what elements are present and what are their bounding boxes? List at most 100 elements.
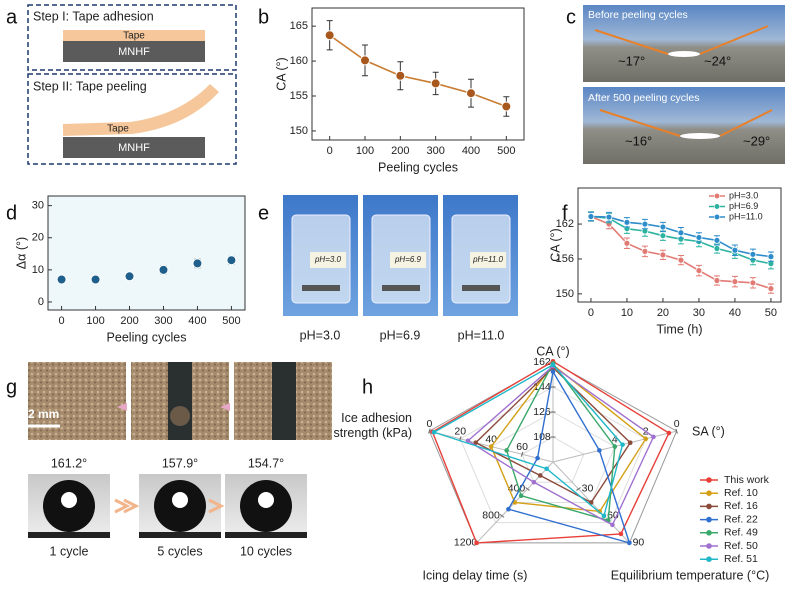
y-tick-label: 156 bbox=[556, 253, 574, 265]
substrate bbox=[63, 137, 205, 158]
radar-tick bbox=[525, 487, 530, 491]
photo-label: pH=6.9 bbox=[380, 328, 421, 342]
data-point bbox=[192, 258, 203, 269]
radar-tick-label: 1200 bbox=[454, 537, 478, 549]
data-point bbox=[713, 277, 721, 284]
sample bbox=[302, 285, 340, 291]
legend-label: Ref. 49 bbox=[724, 527, 758, 539]
x-tick-label: 400 bbox=[188, 315, 206, 327]
radar-ring bbox=[459, 386, 647, 524]
radar-tick-label: 144 bbox=[533, 381, 551, 393]
x-tick-label: 200 bbox=[120, 315, 138, 327]
beaker-tag-text: pH=6.9 bbox=[394, 255, 422, 264]
data-point bbox=[56, 274, 67, 285]
radar-point bbox=[531, 479, 537, 485]
beaker-tag bbox=[470, 252, 506, 268]
x-tick-label: 40 bbox=[729, 307, 741, 319]
arrow bbox=[208, 498, 225, 514]
legend-label: Ref. 16 bbox=[724, 500, 758, 512]
angle-label: ~24° bbox=[704, 53, 731, 68]
x-tick-label: 200 bbox=[391, 145, 409, 157]
photo-caption: Before peeling cycles bbox=[588, 9, 688, 21]
plot-area bbox=[311, 7, 525, 141]
radar-point bbox=[550, 369, 556, 375]
y-tick-label: 10 bbox=[32, 264, 44, 276]
data-point bbox=[659, 223, 667, 231]
legend-label: Ref. 50 bbox=[724, 540, 758, 552]
legend-marker bbox=[706, 516, 712, 523]
legend-marker bbox=[713, 203, 721, 210]
contact-angle: 157.9° bbox=[162, 456, 198, 470]
panel-label: h bbox=[362, 376, 373, 398]
tape bbox=[63, 84, 219, 136]
legend-marker bbox=[706, 543, 712, 549]
y-tick-label: 20 bbox=[32, 232, 44, 244]
x-tick-label: 300 bbox=[426, 145, 444, 157]
radar-point bbox=[618, 531, 624, 537]
data-point bbox=[623, 239, 631, 247]
legend-marker bbox=[706, 490, 712, 497]
tape-label: Tape bbox=[107, 124, 129, 135]
data-point bbox=[677, 256, 685, 264]
x-tick-label: 50 bbox=[765, 307, 777, 319]
radar-point bbox=[627, 440, 633, 445]
plot-area bbox=[47, 195, 246, 311]
data-point bbox=[767, 285, 775, 293]
photo bbox=[583, 87, 785, 164]
radar-point bbox=[537, 473, 543, 478]
data-point bbox=[713, 245, 721, 252]
radar-tick-label: 4 bbox=[612, 433, 618, 445]
arrow bbox=[599, 109, 681, 137]
radar-tick bbox=[576, 487, 581, 491]
data-point bbox=[695, 267, 703, 274]
data-point bbox=[605, 213, 613, 221]
x-axis-label: Peeling cycles bbox=[378, 160, 458, 174]
radar-axis-label: SA (°) bbox=[692, 424, 725, 438]
radar-tick-label: 40 bbox=[485, 433, 497, 445]
beaker-tag-text: pH=11.0 bbox=[472, 255, 503, 264]
y-tick-label: 165 bbox=[290, 20, 308, 32]
y-tick-label: 0 bbox=[38, 296, 44, 308]
reflection bbox=[172, 492, 188, 508]
contact-angle: 154.7° bbox=[248, 456, 284, 470]
y-axis-label: Δα (°) bbox=[14, 237, 28, 269]
radar-polygon bbox=[432, 363, 624, 518]
data-point bbox=[90, 274, 101, 285]
legend-label: Ref. 51 bbox=[724, 553, 758, 565]
cycle-label: 5 cycles bbox=[157, 544, 202, 558]
substrate-label: MNHF bbox=[118, 46, 150, 58]
radar-axis-label: Ice adhesion strength (kPa) bbox=[333, 411, 412, 440]
panel-label: d bbox=[6, 202, 17, 224]
radar-tick-label: 60 bbox=[516, 441, 528, 453]
data-point bbox=[158, 264, 169, 275]
scale-bar-label: 2 mm bbox=[28, 407, 59, 421]
radar-point bbox=[535, 455, 540, 461]
radar-point bbox=[544, 466, 549, 472]
panel-label: b bbox=[258, 6, 269, 28]
arrow bbox=[114, 498, 140, 514]
data-point bbox=[677, 229, 685, 237]
legend-label: Ref. 22 bbox=[724, 513, 758, 525]
radar-point bbox=[473, 440, 479, 445]
radar-point bbox=[666, 430, 672, 436]
tape bbox=[63, 30, 205, 41]
rolling-droplet bbox=[170, 406, 190, 426]
radar-tick-label: 126 bbox=[533, 406, 551, 418]
data-point bbox=[659, 251, 667, 259]
radar-polygon bbox=[490, 363, 647, 513]
radar-point bbox=[651, 434, 656, 440]
surface bbox=[28, 532, 110, 538]
photo bbox=[28, 362, 126, 440]
radar-point bbox=[518, 493, 524, 499]
radar-tick-label: 30 bbox=[582, 483, 594, 495]
data-point bbox=[749, 279, 757, 287]
data-point bbox=[731, 278, 739, 286]
radar-point bbox=[612, 444, 618, 449]
radar-tick bbox=[520, 451, 524, 457]
data-point bbox=[767, 253, 775, 261]
radar-tick bbox=[428, 428, 431, 434]
legend-label: pH=6.9 bbox=[729, 201, 758, 211]
surface bbox=[139, 532, 221, 538]
radar-ring bbox=[490, 411, 616, 503]
contact-angle: 161.2° bbox=[51, 456, 87, 470]
